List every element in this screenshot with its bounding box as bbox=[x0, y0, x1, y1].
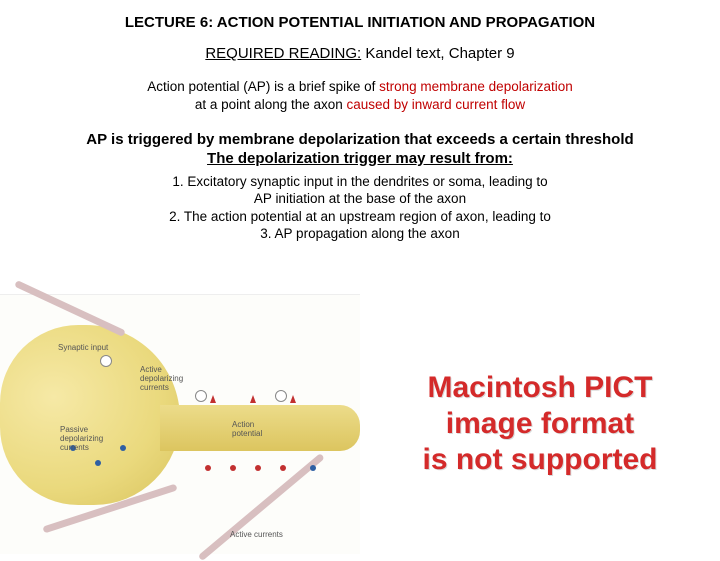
pict-line3: is not supported bbox=[423, 442, 658, 478]
dot-icon bbox=[230, 465, 236, 471]
dot-icon bbox=[205, 465, 211, 471]
dot-icon bbox=[120, 445, 126, 451]
diagram-marker-icon bbox=[100, 355, 112, 367]
intro-2b: caused by inward current flow bbox=[347, 97, 526, 112]
intro-text: Action potential (AP) is a brief spike o… bbox=[0, 78, 720, 113]
cause-3: 3. AP propagation along the axon bbox=[0, 225, 720, 243]
reading-label: REQUIRED READING: bbox=[205, 45, 361, 62]
cause-2: 2. The action potential at an upstream r… bbox=[0, 208, 720, 226]
dot-icon bbox=[95, 460, 101, 466]
neuron-dendrite bbox=[198, 453, 325, 561]
diagram-label-active: Active depolarizing currents bbox=[140, 365, 200, 392]
causes-list: 1. Excitatory synaptic input in the dend… bbox=[0, 173, 720, 243]
intro-1a: Action potential (AP) is a brief spike o… bbox=[147, 79, 379, 94]
trigger-heading: AP is triggered by membrane depolarizati… bbox=[0, 131, 720, 169]
arrow-icon bbox=[290, 395, 296, 403]
dot-icon bbox=[310, 465, 316, 471]
diagram-label-synaptic: Synaptic input bbox=[58, 343, 108, 352]
dot-icon bbox=[280, 465, 286, 471]
intro-1b: strong membrane depolarization bbox=[379, 79, 573, 94]
dot-icon bbox=[255, 465, 261, 471]
required-reading: REQUIRED READING: Kandel text, Chapter 9 bbox=[0, 45, 720, 62]
pict-text: Macintosh PICT image format is not suppo… bbox=[423, 370, 658, 478]
diagram-marker-icon bbox=[275, 390, 287, 402]
trigger-line2: The depolarization trigger may result fr… bbox=[0, 150, 720, 169]
neuron-cell-body bbox=[0, 325, 180, 505]
arrow-icon bbox=[250, 395, 256, 403]
diagram-label-ap: Action potential bbox=[232, 420, 282, 438]
lecture-title: LECTURE 6: ACTION POTENTIAL INITIATION A… bbox=[0, 14, 720, 31]
trigger-line1: AP is triggered by membrane depolarizati… bbox=[0, 131, 720, 150]
diagram-label-passive: Passive depolarizing currents bbox=[60, 425, 120, 452]
reading-text: Kandel text, Chapter 9 bbox=[361, 45, 514, 62]
pict-line2: image format bbox=[423, 406, 658, 442]
cause-1b: AP initiation at the base of the axon bbox=[0, 190, 720, 208]
pict-unsupported-message: Macintosh PICT image format is not suppo… bbox=[360, 294, 720, 554]
intro-2a: at a point along the axon bbox=[195, 97, 347, 112]
pict-line1: Macintosh PICT bbox=[423, 370, 658, 406]
image-row: Synaptic input Active depolarizing curre… bbox=[0, 294, 720, 554]
diagram-label-active-currents: Active currents bbox=[230, 530, 283, 539]
cause-1: 1. Excitatory synaptic input in the dend… bbox=[0, 173, 720, 191]
neuron-diagram: Synaptic input Active depolarizing curre… bbox=[0, 294, 360, 554]
arrow-icon bbox=[210, 395, 216, 403]
